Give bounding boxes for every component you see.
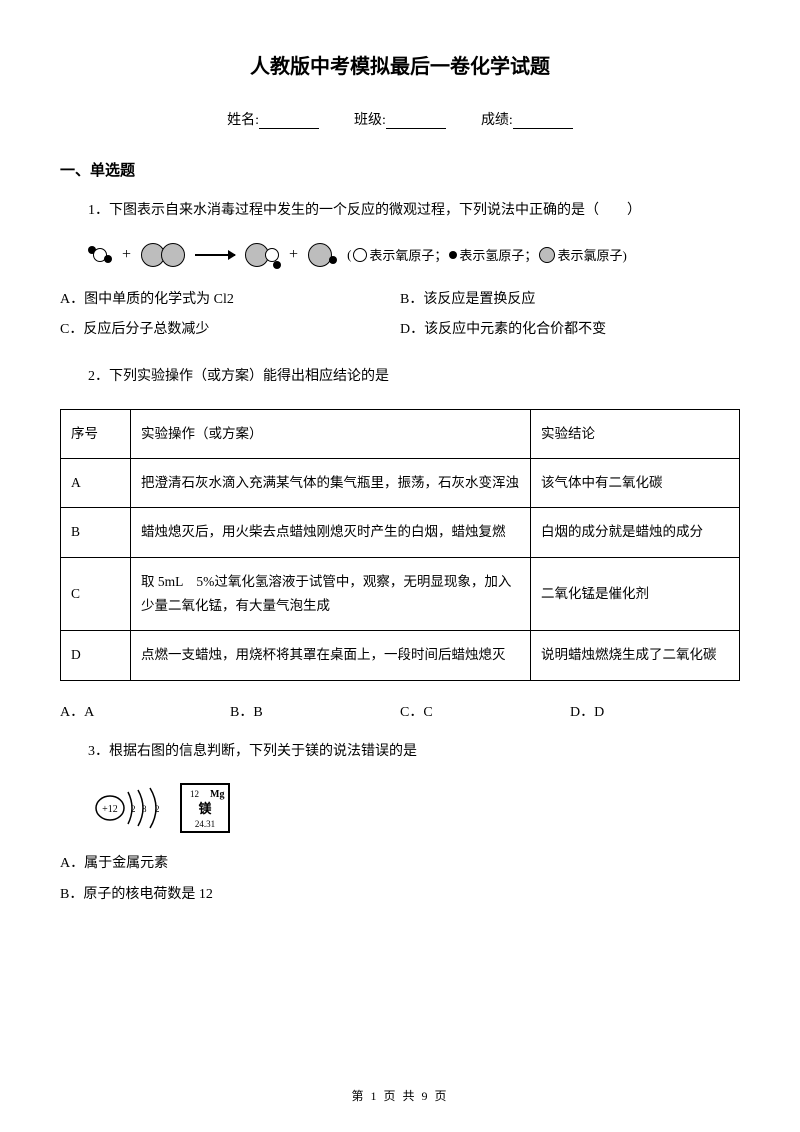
row-id: B — [61, 508, 131, 557]
q3-opt-a[interactable]: A．属于金属元素 — [60, 849, 740, 880]
svg-text:Mg: Mg — [210, 789, 224, 800]
page-title: 人教版中考模拟最后一卷化学试题 — [60, 50, 740, 79]
q2-opt-c[interactable]: C．C — [400, 701, 570, 721]
table-row: A 把澄清石灰水滴入充满某气体的集气瓶里，振荡，石灰水变浑浊 该气体中有二氧化碳 — [61, 459, 740, 508]
q2-options: A．A B．B C．C D．D — [60, 701, 740, 721]
q1-diagram: + + ( 表示氧原子； 表示氢原子； 表示氯原子) — [88, 243, 740, 267]
q2-stem: 2．下列实验操作（或方案）能得出相应结论的是 — [60, 364, 740, 391]
q2-table: 序号 实验操作（或方案） 实验结论 A 把澄清石灰水滴入充满某气体的集气瓶里，振… — [60, 409, 740, 681]
student-info-line: 姓名: 班级: 成绩: — [60, 109, 740, 129]
q1-opt-d[interactable]: D．该反应中元素的化合价都不变 — [400, 315, 740, 346]
svg-text:2: 2 — [131, 804, 136, 814]
page-footer: 第 1 页 共 9 页 — [0, 1087, 800, 1104]
row-id: C — [61, 557, 131, 631]
q1-opt-a[interactable]: A．图中单质的化学式为 Cl2 — [60, 285, 400, 316]
hydrogen-atom-icon — [449, 251, 457, 259]
svg-text:24.31: 24.31 — [195, 819, 215, 829]
row-op: 把澄清石灰水滴入充满某气体的集气瓶里，振荡，石灰水变浑浊 — [131, 459, 531, 508]
molecule-cl2 — [141, 243, 185, 267]
row-op: 蜡烛熄灭后，用火柴去点蜡烛刚熄灭时产生的白烟，蜡烛复燃 — [131, 508, 531, 557]
score-blank[interactable] — [513, 113, 573, 129]
svg-text:8: 8 — [142, 804, 147, 814]
name-label: 姓名: — [227, 109, 259, 129]
oxygen-atom-icon — [353, 248, 367, 262]
svg-text:镁: 镁 — [198, 801, 212, 816]
q1-options: A．图中单质的化学式为 Cl2 B．该反应是置换反应 C．反应后分子总数减少 D… — [60, 285, 740, 347]
element-card-icon: 12 Mg 镁 24.31 — [180, 783, 230, 833]
legend: ( 表示氧原子； 表示氢原子； 表示氯原子) — [347, 245, 627, 264]
molecule-hcl — [308, 243, 337, 267]
table-row: B 蜡烛熄灭后，用火柴去点蜡烛刚熄灭时产生的白烟，蜡烛复燃 白烟的成分就是蜡烛的… — [61, 508, 740, 557]
row-res: 白烟的成分就是蜡烛的成分 — [531, 508, 740, 557]
table-row: D 点燃一支蜡烛，用烧杯将其罩在桌面上，一段时间后蜡烛熄灭 说明蜡烛燃烧生成了二… — [61, 631, 740, 680]
q1-opt-b[interactable]: B．该反应是置换反应 — [400, 285, 740, 316]
section-heading: 一、单选题 — [60, 159, 740, 180]
row-id: D — [61, 631, 131, 680]
molecule-hclo — [245, 243, 279, 267]
th-res: 实验结论 — [531, 409, 740, 458]
q2-opt-b[interactable]: B．B — [230, 701, 400, 721]
class-label: 班级: — [354, 109, 386, 129]
svg-text:+12: +12 — [102, 804, 118, 815]
svg-text:2: 2 — [155, 804, 160, 814]
q2-opt-d[interactable]: D．D — [570, 701, 740, 721]
svg-text:12: 12 — [190, 789, 199, 799]
name-blank[interactable] — [259, 113, 319, 129]
row-id: A — [61, 459, 131, 508]
q3-opt-b[interactable]: B．原子的核电荷数是 12 — [60, 880, 740, 911]
row-res: 该气体中有二氧化碳 — [531, 459, 740, 508]
molecule-h2o — [88, 247, 112, 263]
plus-icon: + — [289, 246, 298, 264]
q1-stem: 1．下图表示自来水消毒过程中发生的一个反应的微观过程，下列说法中正确的是（ ） — [60, 198, 740, 225]
row-op: 取 5mL 5%过氧化氢溶液于试管中，观察，无明显现象，加入少量二氧化锰，有大量… — [131, 557, 531, 631]
row-op: 点燃一支蜡烛，用烧杯将其罩在桌面上，一段时间后蜡烛熄灭 — [131, 631, 531, 680]
score-label: 成绩: — [481, 109, 513, 129]
q3-options: A．属于金属元素 B．原子的核电荷数是 12 — [60, 849, 740, 911]
row-res: 二氧化锰是催化剂 — [531, 557, 740, 631]
arrow-icon — [195, 254, 235, 256]
chlorine-atom-icon — [539, 247, 555, 263]
atom-structure-icon: +12 2 8 2 — [88, 784, 168, 832]
q3-stem: 3．根据右图的信息判断，下列关于镁的说法错误的是 — [60, 739, 740, 766]
row-res: 说明蜡烛燃烧生成了二氧化碳 — [531, 631, 740, 680]
plus-icon: + — [122, 246, 131, 264]
th-op: 实验操作（或方案） — [131, 409, 531, 458]
q2-opt-a[interactable]: A．A — [60, 701, 230, 721]
th-id: 序号 — [61, 409, 131, 458]
table-row: C 取 5mL 5%过氧化氢溶液于试管中，观察，无明显现象，加入少量二氧化锰，有… — [61, 557, 740, 631]
class-blank[interactable] — [386, 113, 446, 129]
q1-opt-c[interactable]: C．反应后分子总数减少 — [60, 315, 400, 346]
q3-figures: +12 2 8 2 12 Mg 镁 24.31 — [88, 783, 740, 833]
